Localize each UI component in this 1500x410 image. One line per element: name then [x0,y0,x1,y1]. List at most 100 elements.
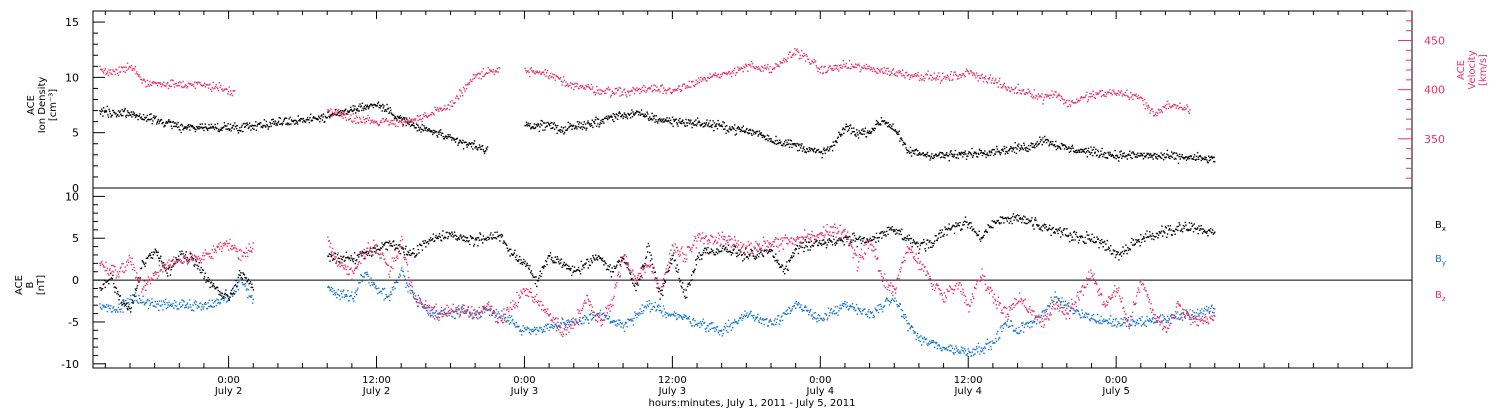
by-series-point [551,324,554,327]
by-series-point [958,352,960,354]
velocity-series-point [536,70,539,72]
velocity-series-point [445,109,447,111]
by-series-point [737,322,739,324]
density-series-point [597,118,600,120]
density-series-point [290,119,293,121]
velocity-series-point [637,88,640,90]
velocity-series-point [496,67,499,70]
density-series-point [796,149,799,152]
velocity-series-point [1015,86,1017,88]
by-series-point [1072,313,1074,315]
velocity-series-point [405,117,408,119]
density-series-point [1198,158,1200,160]
density-series-point [1155,157,1157,159]
by-series-point [556,325,558,327]
density-series-point [346,110,349,112]
velocity-series-point [140,78,143,81]
velocity-series-point [197,83,199,85]
velocity-series-point [1182,108,1184,110]
density-series-point [889,126,892,129]
velocity-series-point [818,68,821,70]
by-series-point [197,304,199,307]
by-series-point [781,319,784,322]
density-series-point [796,142,798,145]
by-series-point [496,313,498,315]
density-series-point [440,129,442,131]
velocity-axis-label: ACEVelocity[km/s] [1456,50,1489,89]
density-series-point [906,152,908,154]
density-series-point [372,106,375,109]
velocity-series-point [1069,103,1071,106]
by-series-point [217,299,219,301]
density-series-point [1013,147,1015,149]
density-series-point [133,113,135,116]
velocity-series-point [890,71,892,73]
density-series-point [574,127,576,129]
by-series-point [250,296,252,298]
velocity-series-point [558,78,560,80]
velocity-series-point [545,75,547,77]
density-series-point [1085,151,1088,153]
velocity-series-point [1079,97,1082,99]
density-series-point [1004,147,1006,150]
density-series-point [622,117,624,120]
density-series-point [730,128,733,131]
by-series-point [545,324,547,326]
density-series-point [858,130,860,132]
velocity-series-point [788,51,791,53]
density-series-point [526,123,528,126]
by-series-point [1135,323,1137,325]
by-series-point [1085,312,1087,314]
by-series-point [552,327,554,330]
velocity-series-point [1150,110,1152,112]
by-series-point [945,347,947,349]
velocity-series-point [768,71,771,74]
density-series-point [316,118,319,120]
velocity-series-point [1095,92,1097,94]
density-series-point [1043,141,1045,143]
velocity-series-point [966,70,969,72]
by-series-point [1075,311,1077,313]
density-series-point [355,112,357,114]
by-series-point [605,314,608,317]
velocity-series-point [1146,105,1148,107]
by-series-point [848,308,850,310]
velocity-series-point [576,85,578,87]
by-series-point [1120,324,1123,326]
velocity-series-point [180,82,182,84]
velocity-series-point [536,71,538,74]
by-series-point [1142,322,1145,325]
velocity-series-point [696,83,698,85]
density-series-point [443,138,446,140]
velocity-series-point [896,75,898,77]
velocity-series-point [328,110,330,112]
bx-series-point [133,294,135,296]
by-series-point [555,323,557,325]
velocity-series-point [130,64,133,67]
by-series-point [185,306,187,308]
density-series-point [963,153,965,156]
density-series-point [873,129,875,132]
density-series-point [536,125,539,127]
density-series-point [681,122,683,125]
by-series-point [812,316,815,318]
by-series-point [977,351,979,353]
density-series-point [705,122,708,124]
density-series-point [1150,153,1152,155]
density-series-point [1197,156,1199,158]
density-series-point [778,141,780,144]
density-series-point [555,125,557,127]
by-series-point [708,323,711,325]
velocity-series-point [1053,94,1056,96]
velocity-series-point [203,82,206,84]
density-series-point [725,132,727,135]
bx-series-point [332,259,334,261]
by-series-point [1179,318,1182,320]
by-series-point [726,325,728,327]
velocity-series-point [777,65,780,67]
density-series-point [276,122,278,125]
by-series-point [808,314,810,316]
by-series-point [884,300,887,302]
density-series-point [1087,147,1090,149]
density-series-point [547,121,549,124]
